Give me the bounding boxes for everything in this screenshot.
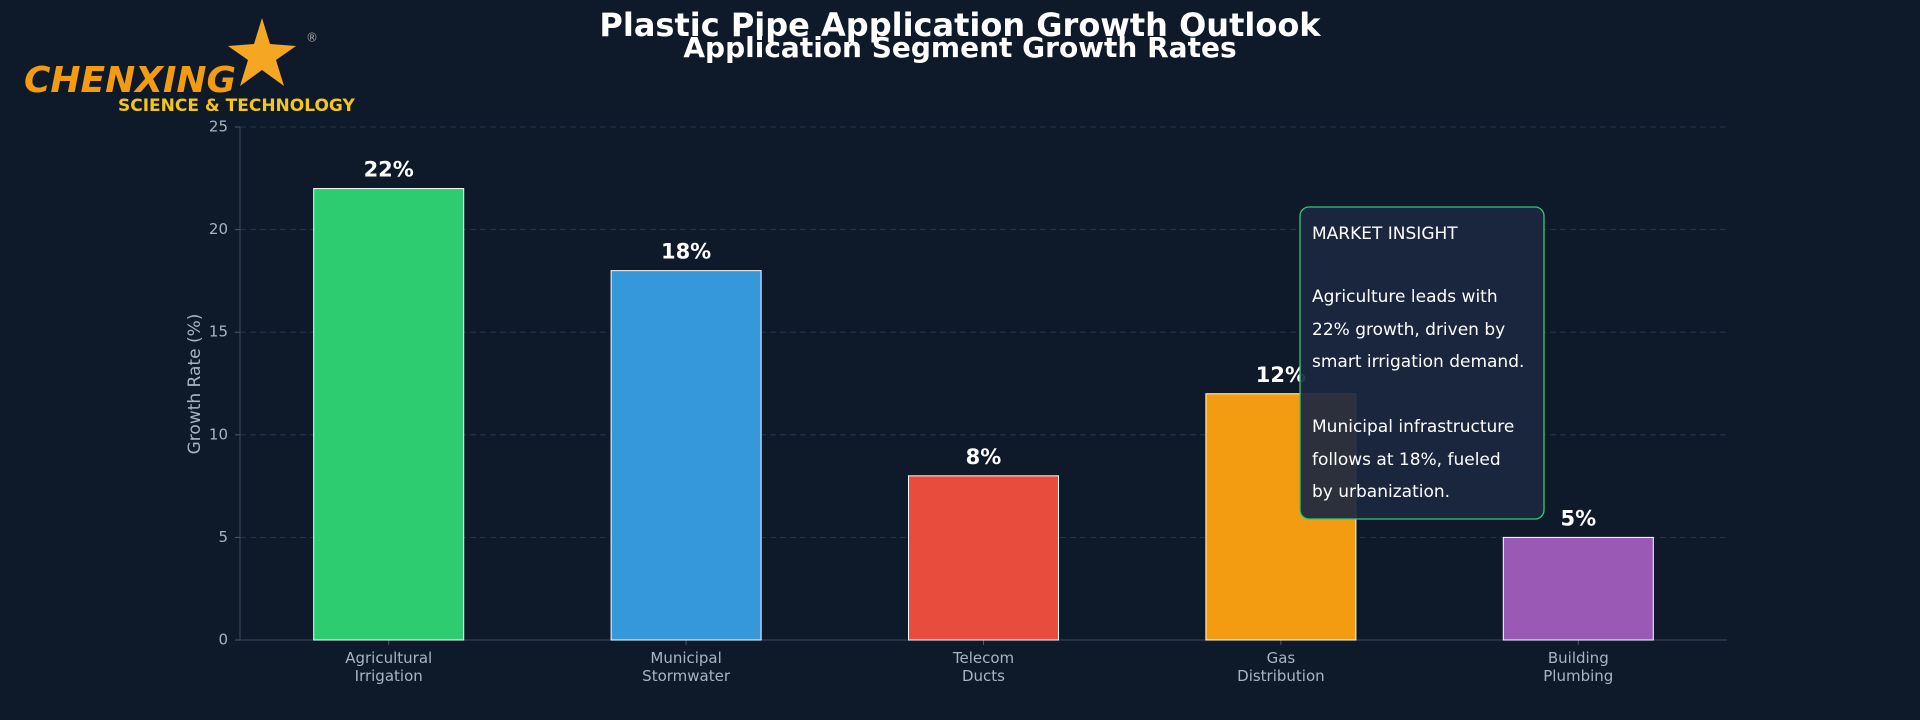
y-axis-label: Growth Rate (%) bbox=[185, 314, 205, 455]
insight-panel bbox=[1299, 206, 1545, 520]
x-tick-label: Telecom Ducts bbox=[952, 649, 1014, 685]
value-label: 5% bbox=[1560, 506, 1596, 530]
insight-line: by urbanization. bbox=[1312, 482, 1450, 502]
y-tick-label: 25 bbox=[209, 118, 228, 136]
logo: CHENXING ® SCIENCE & TECHNOLOGY bbox=[24, 18, 355, 116]
chart-subtitle: Application Segment Growth Rates bbox=[683, 31, 1236, 64]
bar bbox=[1502, 536, 1654, 641]
insight-line: 22% growth, driven by bbox=[1312, 320, 1505, 340]
insight-line: follows at 18%, fueled bbox=[1312, 450, 1501, 470]
y-tick-label: 15 bbox=[209, 323, 228, 341]
x-tick-label: Gas Distribution bbox=[1237, 649, 1325, 685]
logo-mark: ® bbox=[306, 31, 318, 45]
y-tick-label: 20 bbox=[209, 220, 228, 238]
value-label: 8% bbox=[966, 445, 1002, 469]
x-tick-label: Municipal Stormwater bbox=[642, 649, 731, 685]
bar bbox=[610, 270, 762, 641]
bar bbox=[313, 188, 465, 641]
bar bbox=[908, 475, 1059, 641]
insight-line: Municipal infrastructure bbox=[1312, 417, 1514, 437]
insight-line: smart irrigation demand. bbox=[1312, 352, 1524, 372]
logo-tagline: SCIENCE & TECHNOLOGY bbox=[118, 96, 355, 116]
chart-title: Plastic Pipe Application Growth Outlook bbox=[599, 6, 1321, 44]
y-tick-label: 0 bbox=[218, 631, 228, 649]
logo-name: CHENXING bbox=[24, 60, 236, 101]
insight-line: Agriculture leads with bbox=[1312, 287, 1498, 307]
y-tick-label: 10 bbox=[209, 425, 228, 443]
value-label: 12% bbox=[1256, 363, 1306, 387]
insight-box: MARKET INSIGHT Agriculture leads with 22% … bbox=[1299, 206, 1545, 520]
x-tick-label: Building Plumbing bbox=[1543, 649, 1613, 685]
x-tick-label: Agricultural Irrigation bbox=[345, 649, 432, 685]
value-label: 18% bbox=[661, 240, 711, 264]
logo-star bbox=[228, 18, 296, 86]
y-tick-label: 5 bbox=[218, 528, 228, 546]
insight-title: MARKET INSIGHT bbox=[1312, 224, 1458, 244]
value-label: 22% bbox=[364, 158, 414, 182]
